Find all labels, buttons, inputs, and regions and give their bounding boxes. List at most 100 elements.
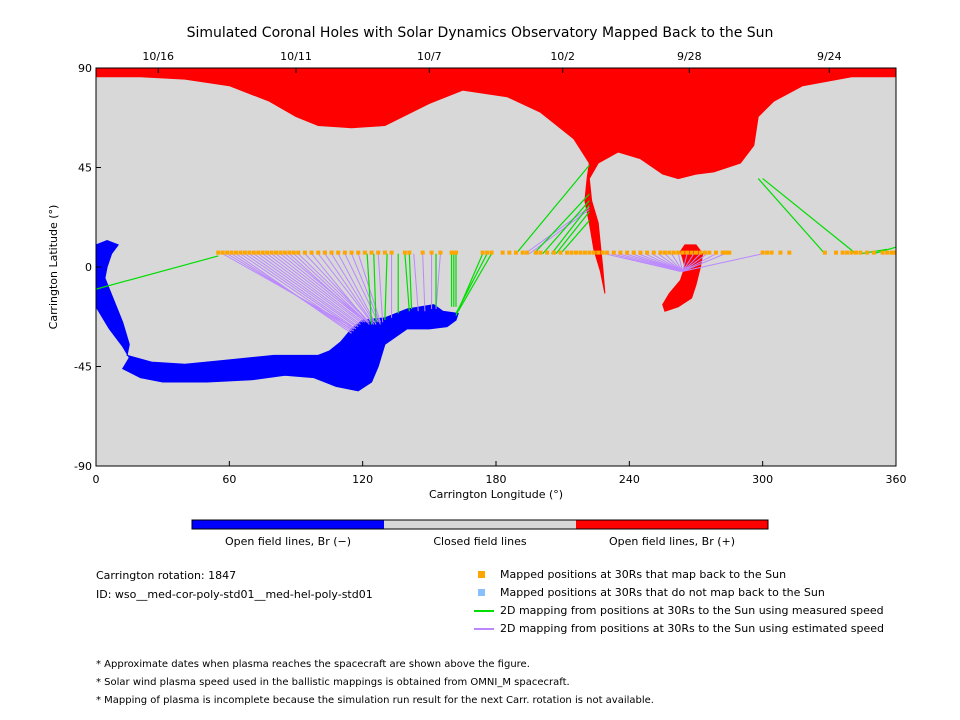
estimated-speed-line xyxy=(293,253,368,323)
mapped-position-point xyxy=(225,250,230,255)
measured-speed-line xyxy=(96,255,219,290)
x-tick-label: 60 xyxy=(222,473,236,486)
footnote-dates: * Approximate dates when plasma reaches … xyxy=(96,659,530,670)
estimated-speed-line xyxy=(682,253,701,272)
measured-speed-line xyxy=(559,220,590,255)
mapped-position-point xyxy=(538,250,543,255)
mapped-position-point xyxy=(229,250,234,255)
mapped-position-point xyxy=(885,250,890,255)
mapped-position-point xyxy=(349,250,354,255)
mapped-position-point xyxy=(520,250,525,255)
measured-speed-line xyxy=(366,253,373,325)
mapped-position-point xyxy=(689,250,694,255)
estimated-speed-line xyxy=(244,253,355,330)
y-tick-label: 90 xyxy=(78,62,92,75)
mapped-position-point xyxy=(587,250,592,255)
estimated-speed-line xyxy=(611,253,681,272)
mapped-position-point xyxy=(840,250,845,255)
mapped-position-point xyxy=(694,250,698,255)
mapped-position-point xyxy=(722,250,727,255)
measured-speed-line xyxy=(408,253,413,310)
mapped-position-point xyxy=(787,250,792,255)
footnote-incomplete: * Mapping of plasma is incomplete becaus… xyxy=(96,695,654,706)
mapped-position-point xyxy=(485,250,490,255)
mapped-position-point xyxy=(407,250,412,255)
mapped-position-point xyxy=(578,250,583,255)
mapped-position-point xyxy=(438,250,443,255)
coronal-hole-south-negative xyxy=(96,239,459,392)
measured-speed-line xyxy=(533,193,590,255)
mapped-position-point xyxy=(356,250,361,255)
mapped-position-point xyxy=(429,250,434,255)
estimated-speed-line xyxy=(235,253,352,334)
measured-speed-line xyxy=(455,253,488,314)
chart-title: Simulated Coronal Holes with Solar Dynam… xyxy=(187,25,774,41)
mapped-position-point xyxy=(596,250,601,255)
estimated-speed-line xyxy=(657,253,683,272)
estimated-speed-line xyxy=(644,253,683,272)
mapped-position-point xyxy=(287,250,292,255)
x-axis-label: Carrington Longitude (°) xyxy=(429,488,563,501)
measured-speed-line xyxy=(373,253,377,323)
mapped-position-point xyxy=(260,250,265,255)
estimated-speed-line xyxy=(324,253,375,325)
mapped-position-point xyxy=(382,250,387,255)
mapped-position-point xyxy=(329,250,334,255)
mapped-position-point xyxy=(667,250,672,255)
mapped-position-point xyxy=(880,250,885,255)
measured-speed-line xyxy=(384,253,388,321)
mapped-position-point xyxy=(894,250,896,255)
mapped-position-point xyxy=(651,250,656,255)
mapped-position-point xyxy=(269,250,274,255)
mapped-position-point xyxy=(362,250,367,255)
mapped-position-point xyxy=(625,250,630,255)
estimated-speed-line xyxy=(682,253,688,272)
mapped-position-point xyxy=(645,250,650,255)
estimated-speed-line xyxy=(297,253,368,321)
estimated-speed-line xyxy=(413,253,419,312)
mapped-position-point xyxy=(242,250,247,255)
mapped-position-point xyxy=(702,250,707,255)
coronal-hole-north-polar-positive xyxy=(96,68,896,294)
mapped-position-point xyxy=(725,250,730,255)
mapped-position-point xyxy=(500,250,505,255)
mapped-position-point xyxy=(302,250,307,255)
x-tick-label: 240 xyxy=(619,473,640,486)
mapped-position-point xyxy=(849,250,854,255)
estimated-speed-line xyxy=(524,206,590,255)
estimated-speed-line xyxy=(682,253,726,272)
y-tick-label: -90 xyxy=(74,460,92,473)
mapped-position-point xyxy=(611,250,616,255)
x-tick-label: 300 xyxy=(752,473,773,486)
estimated-speed-line xyxy=(337,253,377,325)
x-tick-label: 180 xyxy=(486,473,507,486)
mapped-position-point xyxy=(322,250,327,255)
mapped-position-point xyxy=(545,250,550,255)
legend-label-mapped: Mapped positions at 30Rs that map back t… xyxy=(500,568,787,581)
mapped-position-point xyxy=(778,250,783,255)
mapped-position-point xyxy=(605,250,610,255)
mapped-position-point xyxy=(865,250,870,255)
measured-speed-line xyxy=(457,253,493,312)
colorbar-label: Closed field lines xyxy=(433,535,527,548)
mapped-position-point xyxy=(858,250,863,255)
mapped-position-point xyxy=(278,250,283,255)
measured-speed-line xyxy=(542,200,590,255)
estimated-speed-line xyxy=(344,253,379,323)
estimated-speed-line xyxy=(682,253,717,272)
mapped-position-point xyxy=(296,250,301,255)
mapped-position-point xyxy=(845,250,850,255)
estimated-speed-line xyxy=(682,253,708,272)
colorbar-frame xyxy=(191,519,769,530)
estimated-speed-line xyxy=(435,253,441,310)
mapped-position-point xyxy=(282,250,287,255)
date-tick-label: 9/24 xyxy=(817,50,842,63)
estimated-speed-line xyxy=(271,253,361,323)
mapped-position-point xyxy=(402,250,407,255)
mapped-position-point xyxy=(854,250,858,255)
mapped-position-point xyxy=(342,250,347,255)
plot-background xyxy=(96,68,896,466)
mapped-position-point xyxy=(265,250,270,255)
measured-speed-line xyxy=(404,253,410,312)
estimated-speed-line xyxy=(317,253,372,323)
